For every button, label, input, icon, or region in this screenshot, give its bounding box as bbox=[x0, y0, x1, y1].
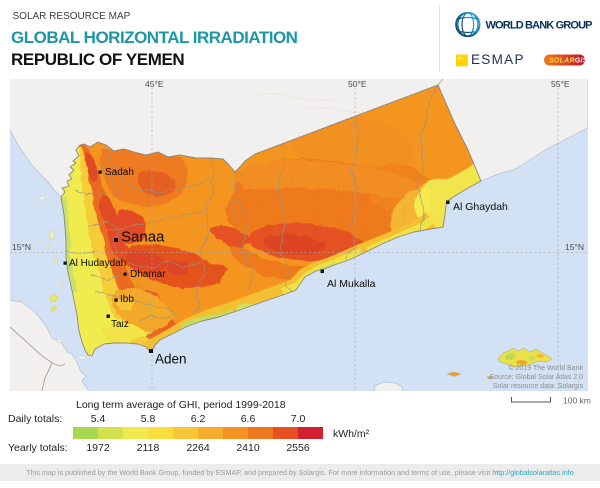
svg-text:Solar resource data: Solargis: Solar resource data: Solargis bbox=[493, 383, 584, 390]
svg-text:Sanaa: Sanaa bbox=[121, 229, 165, 246]
svg-text:100 km: 100 km bbox=[563, 396, 591, 406]
svg-text:© 2019 The World Bank: © 2019 The World Bank bbox=[508, 364, 583, 372]
svg-text:Al Hudaydah: Al Hudaydah bbox=[69, 258, 126, 269]
svg-text:Al Ghaydah: Al Ghaydah bbox=[453, 201, 508, 213]
svg-text:Ibb: Ibb bbox=[120, 294, 134, 305]
svg-text:Source: Global Solar Atlas 2.0: Source: Global Solar Atlas 2.0 bbox=[490, 374, 583, 381]
svg-text:55°E: 55°E bbox=[551, 79, 570, 89]
svg-text:SOLARGIS: SOLARGIS bbox=[549, 58, 588, 65]
svg-text:50°E: 50°E bbox=[348, 79, 367, 89]
svg-text:ESMAP: ESMAP bbox=[471, 52, 525, 67]
svg-text:45°E: 45°E bbox=[145, 79, 164, 89]
svg-text:Al Mukalla: Al Mukalla bbox=[327, 278, 376, 290]
svg-text:WORLD BANK GROUP: WORLD BANK GROUP bbox=[486, 19, 593, 31]
svg-text:Dhamar: Dhamar bbox=[130, 269, 166, 280]
svg-text:Taiz: Taiz bbox=[111, 319, 129, 330]
svg-text:15°N: 15°N bbox=[12, 242, 31, 252]
svg-text:Aden: Aden bbox=[155, 352, 187, 367]
svg-text:15°N: 15°N bbox=[565, 242, 584, 252]
svg-text:Sadah: Sadah bbox=[105, 167, 134, 178]
